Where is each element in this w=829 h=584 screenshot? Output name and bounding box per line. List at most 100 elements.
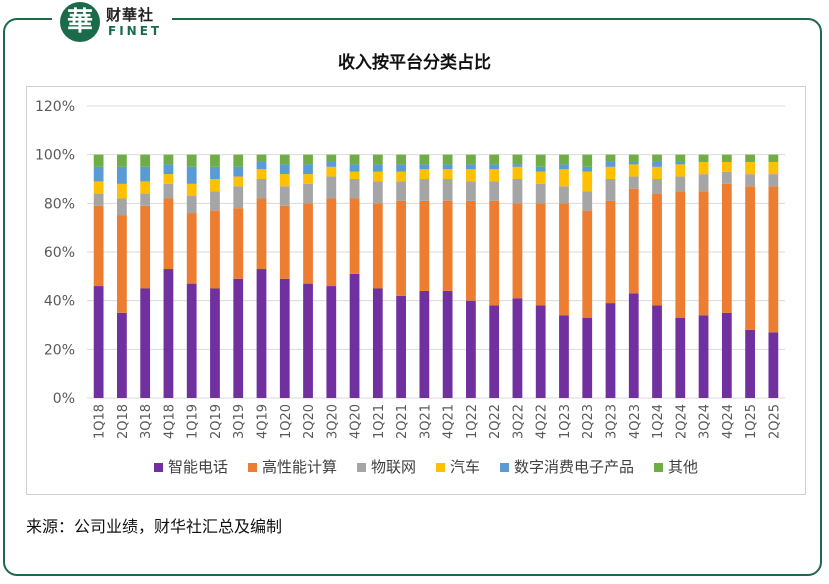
bar-segment (210, 154, 220, 167)
bar-segment (233, 186, 244, 209)
bar-segment (372, 171, 383, 182)
bar-segment (117, 312, 127, 398)
legend-label: 数字消费电子产品 (514, 458, 634, 476)
bar-segment (466, 164, 476, 170)
brand-seal-icon: 華 (60, 2, 100, 42)
legend-label: 汽车 (450, 458, 480, 476)
bar-segment (326, 176, 337, 199)
bar-segment (372, 288, 383, 398)
bar-segment (582, 166, 593, 172)
bar-segment (466, 200, 476, 301)
bar-segment (466, 181, 476, 201)
bar-segment (349, 164, 360, 172)
bar-segment (605, 200, 616, 304)
bar-segment (628, 176, 639, 189)
bar-segment (419, 290, 430, 398)
bar-segment (605, 166, 616, 179)
bar-segment (628, 164, 639, 177)
bar-segment (535, 305, 546, 398)
bar-segment (279, 174, 290, 187)
x-tick-label: 3Q22 (511, 404, 526, 439)
bar-segment (745, 161, 755, 175)
x-tick-label: 4Q24 (721, 404, 736, 439)
bar-segment (419, 179, 430, 201)
bar-segment (140, 166, 151, 182)
bar-segment (210, 210, 220, 289)
bar-segment (605, 161, 616, 167)
bar-segment (652, 161, 662, 167)
bar-segment (745, 174, 755, 187)
x-tick-label: 1Q20 (279, 404, 294, 439)
bar-segment (163, 164, 174, 175)
bar-segment (93, 193, 104, 206)
bar-segment (745, 329, 755, 398)
x-tick-label: 2Q20 (302, 404, 317, 439)
bar-segment (628, 188, 639, 294)
bar-segment (326, 161, 337, 167)
bar-segment (279, 205, 290, 279)
bar-segment (442, 164, 453, 170)
bar-segment (349, 179, 360, 199)
bar-segment (489, 164, 500, 170)
bar-segment (186, 154, 197, 167)
bar-segment (396, 181, 406, 201)
bar-segment (372, 181, 383, 204)
bar-segment (652, 154, 662, 162)
bar-segment (303, 164, 313, 175)
bar-segment (559, 164, 569, 170)
bar-segment (233, 278, 244, 398)
bar-segment (163, 183, 174, 199)
bar-segment (535, 166, 546, 172)
bar-segment (93, 181, 104, 194)
bar-segment (233, 154, 244, 167)
source-note: 来源：公司业绩，财华社汇总及编制 (26, 517, 283, 536)
chart-title: 收入按平台分类占比 (338, 53, 491, 73)
bar-segment (745, 154, 755, 162)
bar-segment (582, 210, 593, 318)
x-tick-label: 1Q22 (465, 404, 480, 439)
bar-segment (605, 154, 616, 162)
y-tick-label: 0% (53, 391, 75, 407)
bar-segment (582, 317, 593, 398)
bar-segment (256, 269, 267, 398)
bar-segment (535, 183, 546, 204)
x-tick-label: 4Q19 (256, 404, 271, 439)
bar-segment (512, 154, 523, 165)
bar-segment (349, 154, 360, 165)
bar-segment (256, 198, 267, 270)
y-tick-label: 60% (44, 245, 75, 261)
bar-segment (279, 154, 290, 165)
y-tick-label: 80% (44, 196, 75, 212)
bar-segment (419, 200, 430, 291)
bar-segment (233, 176, 244, 187)
x-tick-label: 2Q19 (209, 404, 224, 439)
bar-segment (442, 179, 453, 201)
bar-segment (466, 154, 476, 165)
bar-segment (582, 154, 593, 167)
bar-segment (721, 154, 732, 162)
bar-segment (698, 315, 709, 398)
bar-segment (163, 154, 174, 165)
bar-segment (628, 154, 639, 162)
bar-segment (768, 332, 779, 398)
bar-segment (559, 186, 569, 204)
bar-segment (605, 303, 616, 398)
legend-swatch (436, 463, 445, 472)
bar-segment (349, 273, 360, 398)
bar-segment (93, 154, 104, 167)
x-tick-label: 1Q24 (651, 404, 666, 439)
bar-segment (349, 198, 360, 274)
legend-label: 高性能计算 (262, 458, 337, 476)
x-tick-label: 2Q25 (767, 404, 782, 439)
bar-segment (675, 154, 686, 162)
bar-segment (512, 298, 523, 398)
legend-swatch (500, 463, 509, 472)
chart-area: 0% 20% 40% 60% 80% 100% 120% 1Q18 2Q18 3Q18 4Q18 1Q… (26, 86, 806, 495)
y-tick-label: 120% (35, 99, 75, 115)
x-tick-label: 4Q22 (535, 404, 550, 439)
bar-segment (326, 198, 337, 287)
bar-segment (582, 191, 593, 211)
bar-segment (93, 205, 104, 287)
bar-segment (698, 191, 709, 316)
bar-segment (210, 166, 220, 179)
